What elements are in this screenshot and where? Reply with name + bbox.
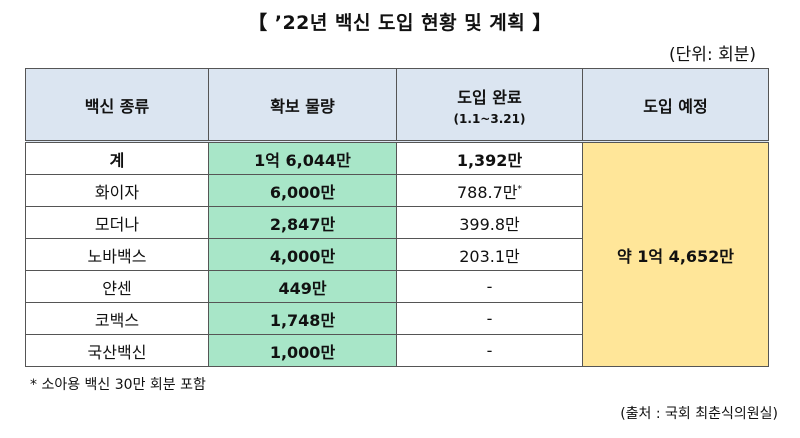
header-completed-period: (1.1~3.21) <box>453 111 526 126</box>
row-secured: 1억 6,044만 <box>208 140 397 175</box>
row-secured: 449만 <box>208 270 397 303</box>
unit-label: (단위: 회분) <box>669 45 756 65</box>
row-completed: 1,392만 <box>396 140 583 175</box>
source-credit: (출처 : 국회 최춘식의원실) <box>620 406 778 422</box>
header-planned: 도입 예정 <box>582 68 769 142</box>
header-completed: 도입 완료 (1.1~3.21) <box>396 68 583 142</box>
row-type: 노바백스 <box>25 238 209 271</box>
table-row: 얀센 449만 - <box>25 270 769 303</box>
row-completed: 399.8만 <box>396 206 583 239</box>
row-secured: 1,748만 <box>208 302 397 335</box>
table-header-row: 백신 종류 확보 물량 도입 완료 (1.1~3.21) 도입 예정 <box>25 68 769 142</box>
row-type: 얀센 <box>25 270 209 303</box>
row-secured: 1,000만 <box>208 334 397 367</box>
table-row: 코백스 1,748만 - <box>25 302 769 335</box>
header-completed-label: 도입 완료 <box>457 87 522 107</box>
vaccine-table: 백신 종류 확보 물량 도입 완료 (1.1~3.21) 도입 예정 계 1억 … <box>25 68 769 367</box>
table-row: 국산백신 1,000만 - <box>25 334 769 367</box>
footnote-mark: * <box>517 184 523 195</box>
row-completed-value: 788.7만 <box>456 182 518 202</box>
row-type: 계 <box>25 140 209 175</box>
table-row: 모더나 2,847만 399.8만 <box>25 206 769 239</box>
row-completed: - <box>396 334 583 367</box>
row-secured: 2,847만 <box>208 206 397 239</box>
table-row: 노바백스 4,000만 203.1만 <box>25 238 769 271</box>
row-type: 모더나 <box>25 206 209 239</box>
page-title: 【 ’22년 백신 도입 현황 및 계획 】 <box>248 12 552 34</box>
row-type: 코백스 <box>25 302 209 335</box>
planned-total: 약 1억 4,652만 <box>582 140 769 367</box>
row-completed: - <box>396 302 583 335</box>
table-row: 화이자 6,000만 788.7만* <box>25 174 769 207</box>
row-completed: - <box>396 270 583 303</box>
row-type: 화이자 <box>25 174 209 207</box>
row-secured: 4,000만 <box>208 238 397 271</box>
header-vaccine-type: 백신 종류 <box>25 68 209 142</box>
row-type: 국산백신 <box>25 334 209 367</box>
row-secured: 6,000만 <box>208 174 397 207</box>
footnote: * 소아용 백신 30만 회분 포함 <box>30 377 206 393</box>
header-secured-amount: 확보 물량 <box>208 68 397 142</box>
row-completed: 203.1만 <box>396 238 583 271</box>
row-completed: 788.7만* <box>396 174 583 207</box>
table-row: 계 1억 6,044만 1,392만 약 1억 4,652만 <box>25 140 769 367</box>
